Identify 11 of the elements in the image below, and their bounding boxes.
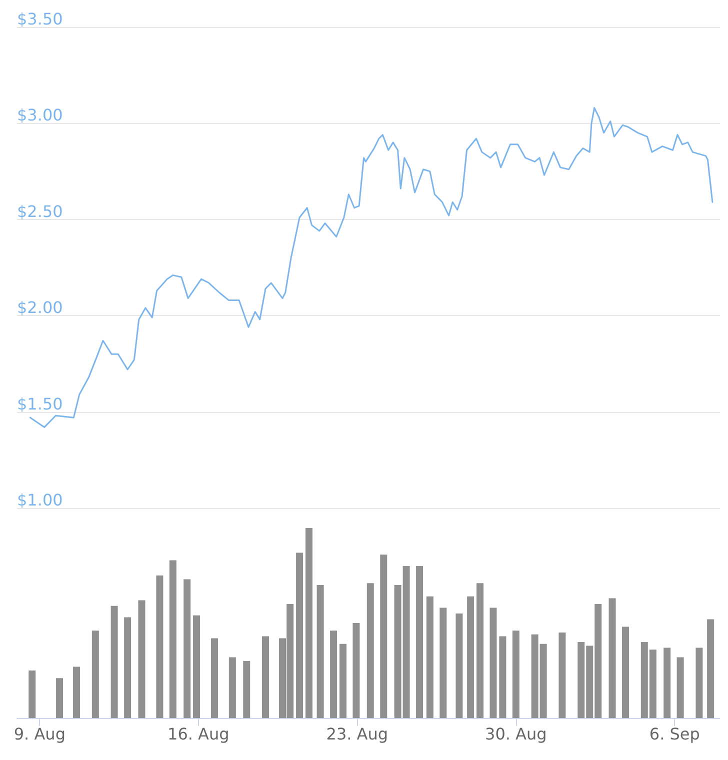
x-tick-label: 16. Aug bbox=[168, 724, 230, 744]
x-tick-label: 30. Aug bbox=[485, 724, 547, 744]
y-tick-label: $1.00 bbox=[17, 490, 63, 510]
x-tick-label: 23. Aug bbox=[326, 724, 388, 744]
x-tick-label: 9. Aug bbox=[14, 724, 66, 744]
y-tick-label: $2.50 bbox=[17, 202, 63, 221]
x-tick-label: 6. Sep bbox=[649, 724, 700, 744]
y-tick-label: $3.50 bbox=[17, 10, 63, 28]
y-tick-label: $1.50 bbox=[17, 394, 63, 414]
y-tick-label: $2.00 bbox=[17, 298, 63, 318]
y-tick-label: $3.00 bbox=[17, 106, 63, 125]
